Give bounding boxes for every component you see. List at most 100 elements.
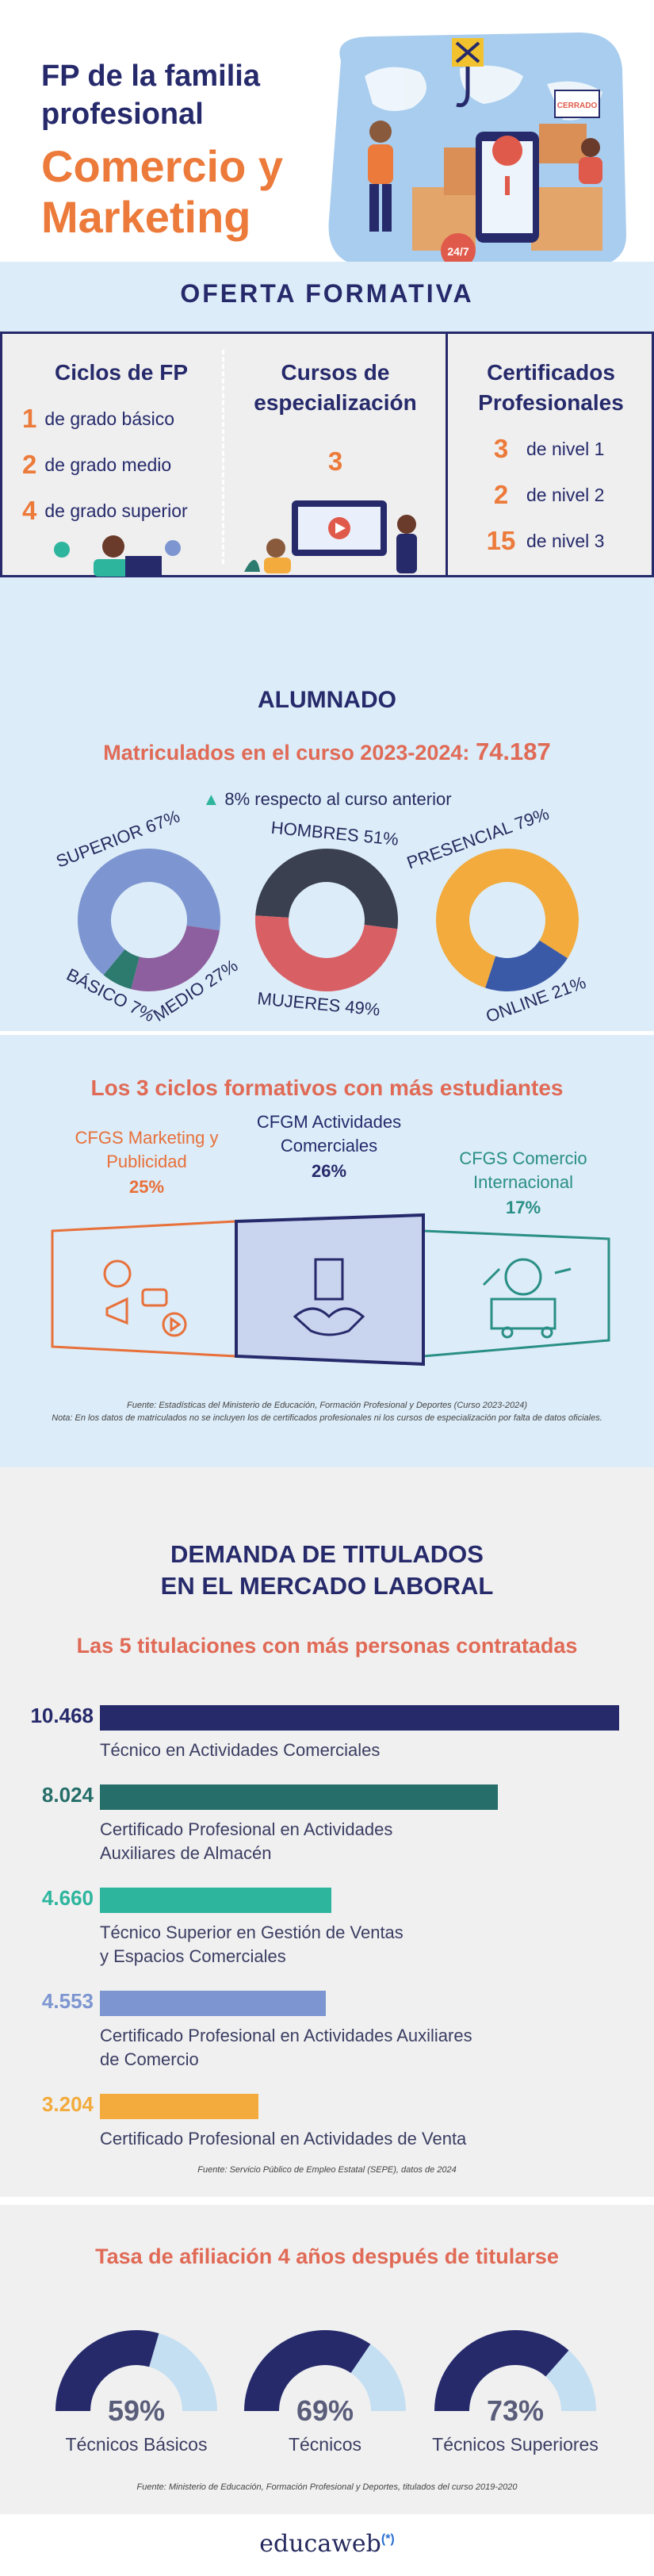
student-laptop-icon — [54, 535, 181, 577]
gauge-value: 73% — [487, 2394, 544, 2427]
ciclo-pct-3: 17% — [505, 1198, 541, 1217]
gauge-fill — [55, 2330, 159, 2411]
donut-chart-1: SUPERIOR 67%MEDIO 27%BÁSICO 7% — [53, 809, 241, 1025]
matric-value: 74.187 — [475, 738, 551, 765]
triangle-up-icon: ▲ — [202, 789, 220, 809]
donut-slice — [436, 849, 579, 988]
ciclo-name-2: CFGM Actividades Comerciales — [256, 1112, 402, 1156]
donut-slice — [485, 940, 568, 991]
donut-label: MUJERES 49% — [257, 988, 381, 1020]
oferta-box: Ciclos de FP 1 de grado básico 2 de grado … — [0, 332, 654, 577]
delivery-person-icon — [368, 121, 393, 232]
ciclos-top-section: Los 3 ciclos formativos con más estudian… — [0, 1031, 654, 1467]
cursos-heading: Cursos de especialización — [254, 360, 417, 415]
bar — [100, 1784, 499, 1810]
ciclos-boxes — [51, 1213, 610, 1367]
ciclos-heading: Ciclos de FP — [54, 360, 189, 385]
ciclos-num: 1 — [22, 404, 37, 433]
bar — [100, 1705, 619, 1731]
demanda-subtitle: Las 5 titulaciones con más personas cont… — [76, 1634, 578, 1658]
gauge-3: 73% Técnicos Superiores — [432, 2329, 599, 2455]
bar-category-label: Certificado Profesional en Actividades A… — [100, 2026, 472, 2069]
ciclos-label: de grado básico — [44, 408, 175, 429]
bar-value-label: 3.204 — [41, 2092, 94, 2116]
gauge-label: Técnicos Básicos — [66, 2434, 208, 2455]
donut-slice — [103, 949, 140, 990]
ciclos-top-title: Los 3 ciclos formativos con más estudian… — [90, 1075, 564, 1100]
gauge-fill — [434, 2330, 569, 2411]
cert-item: 3 de nivel 1 — [484, 434, 650, 464]
cert-num: 15 — [486, 526, 516, 555]
bar-value-label: 8.024 — [41, 1783, 94, 1807]
demanda-title-line1: DEMANDA DE TITULADOS — [170, 1540, 484, 1568]
gauge-fill — [244, 2330, 371, 2411]
bar-value-label: 10.468 — [30, 1704, 94, 1727]
alumnado-title: ALUMNADO — [258, 687, 396, 713]
bar — [100, 2094, 259, 2119]
bar-category-label: Técnico Superior en Gestión de Ventas y … — [100, 1922, 403, 1966]
cert-item: 15 de nivel 3 — [484, 526, 650, 556]
gauge-value: 59% — [108, 2394, 165, 2427]
certificados-column: Certificados Profesionales 3 de nivel 1 2… — [452, 334, 650, 575]
donut-chart-2: HOMBRES 51% MUJERES 49% — [255, 818, 400, 1020]
ciclos-num: 4 — [22, 496, 37, 525]
cert-num: 3 — [493, 434, 509, 463]
ciclos-item: 2 de grado medio — [22, 450, 220, 480]
demanda-source: Fuente: Servicio Público de Empleo Estat… — [197, 2165, 457, 2175]
cursos-num: 3 — [327, 447, 343, 476]
donut-label: HOMBRES 51% — [270, 818, 400, 849]
badge-247: 24/7 — [447, 245, 469, 258]
bar-category-label: Técnico en Actividades Comerciales — [100, 1740, 381, 1760]
woman-icon — [579, 138, 602, 184]
shipping-truck-icon — [482, 1258, 572, 1339]
cert-label: de nivel 2 — [526, 484, 605, 505]
gauge-label: Técnicos — [289, 2434, 361, 2455]
donut-slice — [131, 926, 220, 991]
ciclos-note: Nota: En los datos de matriculados no se… — [52, 1413, 602, 1423]
matric-line: Matriculados en el curso 2023-2024: 74.1… — [0, 738, 654, 766]
brand-logo: educaweb(*) — [0, 2530, 654, 2558]
oferta-divider-solid — [446, 334, 448, 575]
change-line: ▲ 8% respecto al curso anterior — [0, 789, 654, 810]
bar-category-label: Certificado Profesional en Actividades d… — [100, 2129, 467, 2149]
header-section: FP de la familia profesional Comercio y … — [0, 0, 654, 268]
ciclo-name-3: CFGS Comercio Internacional — [459, 1148, 587, 1192]
ciclos-label: de grado medio — [44, 454, 172, 475]
bar-category-label: Certificado Profesional en Actividades A… — [100, 1819, 393, 1863]
gauge-label: Técnicos Superiores — [432, 2434, 599, 2455]
cursos-column: Cursos de especialización 3 — [228, 334, 442, 575]
building-handshake-icon — [293, 1258, 365, 1336]
ciclo-pct-1: 25% — [128, 1177, 165, 1197]
certificados-heading: Certificados Profesionales — [478, 360, 624, 415]
brand-mark: (*) — [381, 2532, 395, 2546]
cert-label: de nivel 3 — [526, 530, 605, 551]
donut-chart-3: PRESENCIAL 79%ONLINE 21% — [404, 809, 589, 1026]
online-course-icon — [244, 500, 417, 573]
clock-24-7-icon — [441, 233, 476, 268]
matric-label: Matriculados en el curso 2023-2024: — [103, 741, 470, 765]
crane-hook-icon — [452, 38, 484, 108]
sign-closed-text: CERRADO — [557, 102, 598, 110]
cert-num: 2 — [493, 480, 509, 509]
cert-label: de nivel 1 — [526, 438, 605, 459]
header-title: Comercio y Marketing — [41, 141, 283, 242]
ciclos-label: de grado superior — [44, 500, 188, 521]
donut-slice — [77, 849, 220, 976]
bar-value-label: 4.553 — [41, 1989, 94, 2013]
marketing-megaphone-icon — [103, 1259, 187, 1337]
afiliacion-source: Fuente: Ministerio de Educación, Formaci… — [136, 2482, 518, 2492]
alumnado-donut-charts: SUPERIOR 67%MEDIO 27%BÁSICO 7%HOMBRES 51… — [53, 809, 589, 1026]
ciclos-num: 2 — [22, 450, 37, 479]
ciclo-box-2 — [235, 1213, 425, 1367]
header-illustration: 24/7 CERRADO — [328, 33, 626, 268]
phone-map-pin-icon — [476, 132, 539, 243]
cert-item: 2 de nivel 2 — [484, 480, 650, 510]
bar — [100, 1991, 326, 2016]
bar — [100, 1888, 331, 1913]
demanda-title-line2: EN EL MERCADO LABORAL — [160, 1572, 494, 1600]
ciclo-name-1: CFGS Marketing y Publicidad — [75, 1128, 219, 1171]
gauge-value: 69% — [296, 2394, 354, 2427]
afiliacion-gauges: 59% Técnicos Básicos 69% Técnicos 73% Técnico… — [55, 2329, 599, 2455]
ciclos-column: Ciclos de FP 1 de grado básico 2 de grado … — [22, 334, 220, 577]
bar-value-label: 4.660 — [41, 1886, 94, 1910]
